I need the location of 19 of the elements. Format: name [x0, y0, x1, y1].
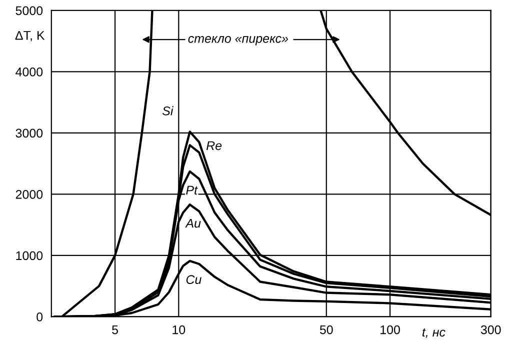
- x-tick-label: 300: [480, 325, 501, 334]
- series-label: Re: [206, 141, 222, 150]
- x-axis-title: t, нс: [422, 328, 446, 338]
- series-label: Si: [162, 106, 174, 116]
- x-tick-label: 5: [112, 325, 118, 334]
- annotation: стекло «пирекс»: [188, 36, 288, 46]
- y-tick-label: 0: [36, 312, 43, 322]
- x-tick-label: 100: [380, 325, 400, 334]
- y-axis-title: ΔT, K: [15, 31, 45, 42]
- series-label: Au: [185, 218, 201, 228]
- x-tick-label: 50: [320, 325, 333, 334]
- y-tick-label: 5000: [16, 6, 43, 16]
- series-label: Cu: [186, 275, 202, 284]
- y-tick-label: 1000: [16, 251, 43, 260]
- y-tick-label: 2000: [16, 190, 43, 199]
- y-tick-label: 4000: [16, 67, 43, 76]
- y-tick-label: 3000: [16, 128, 43, 138]
- series-label: Pt: [186, 186, 198, 195]
- x-tick-label: 10: [172, 325, 186, 334]
